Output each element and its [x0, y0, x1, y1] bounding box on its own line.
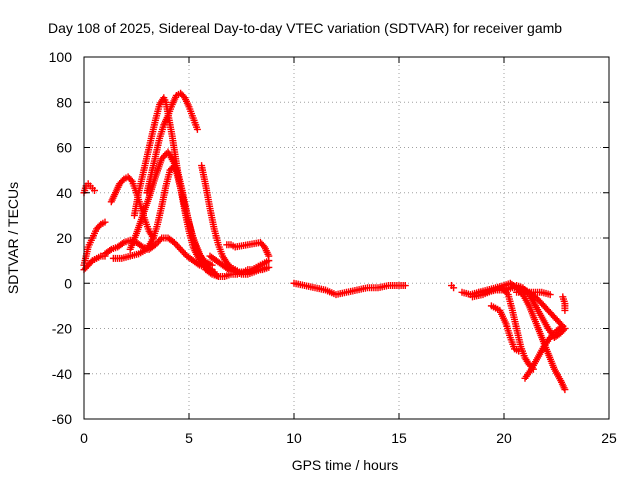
x-tick-label: 15 [391, 430, 407, 446]
data-point [207, 269, 215, 277]
chart-title: Day 108 of 2025, Sidereal Day-to-day VTE… [48, 20, 562, 36]
series-arc-21 [521, 322, 567, 382]
data-point [561, 306, 569, 314]
data-point [193, 125, 201, 133]
data-point [127, 176, 135, 184]
y-tick-label: 0 [64, 275, 72, 291]
data-layer [80, 89, 569, 394]
data-point [194, 260, 202, 268]
x-tick-label: 5 [185, 430, 193, 446]
y-tick-label: -20 [52, 321, 72, 337]
series-arc-1 [80, 180, 98, 197]
x-tick-label: 10 [286, 430, 302, 446]
x-axis-label: GPS time / hours [292, 457, 399, 473]
series-arc-22 [513, 288, 554, 299]
y-tick-label: -60 [52, 411, 72, 427]
data-point [557, 323, 565, 331]
x-tick-label: 25 [601, 430, 617, 446]
series-arc-19 [487, 302, 523, 355]
y-tick-label: 40 [56, 185, 72, 201]
data-point [137, 242, 145, 250]
data-point [101, 218, 109, 226]
data-point [515, 347, 523, 355]
ticks-layer: 0 5 10 15 20 25 -60 -40 -20 0 20 40 60 80 100 [49, 49, 617, 446]
data-point [265, 263, 273, 271]
y-tick-label: 20 [56, 230, 72, 246]
data-point [546, 291, 554, 299]
data-point [561, 386, 569, 394]
series-arc-14 [290, 279, 409, 299]
series-arc-23 [559, 293, 569, 314]
series-arc-12 [202, 263, 273, 280]
data-point [450, 284, 458, 292]
data-point [559, 322, 567, 330]
x-tick-label: 0 [80, 430, 88, 446]
series-arc-9 [101, 234, 216, 274]
y-tick-label: -40 [52, 366, 72, 382]
y-tick-label: 100 [49, 49, 73, 65]
series-arc-15 [448, 282, 458, 292]
series-arc-10 [198, 162, 273, 276]
data-point [106, 246, 114, 254]
data-point [265, 252, 273, 260]
data-point [401, 282, 409, 290]
data-point [223, 265, 231, 273]
series-arc-7 [143, 89, 201, 197]
y-axis-label: SDTVAR / TECUs [5, 182, 21, 294]
series-arc-13 [223, 239, 273, 260]
y-tick-label: 60 [56, 140, 72, 156]
data-point [118, 240, 126, 248]
data-point [91, 186, 98, 194]
x-tick-label: 20 [496, 430, 512, 446]
y-tick-label: 80 [56, 94, 72, 110]
